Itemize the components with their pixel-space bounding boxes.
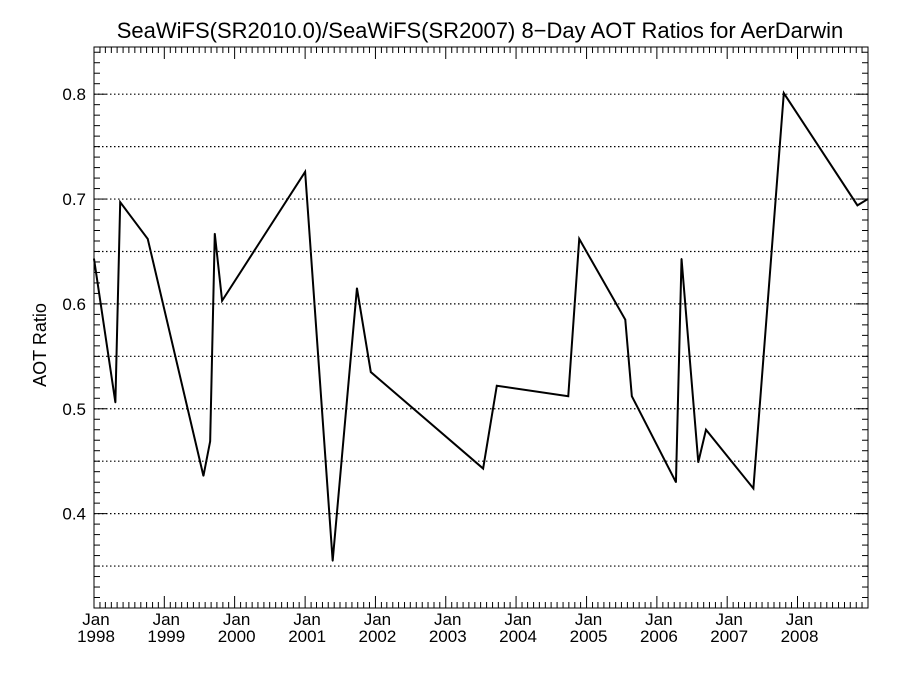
- data-point: [856, 204, 859, 207]
- data-point: [221, 299, 223, 302]
- x-tick-label: Jan: [715, 610, 742, 629]
- data-point: [705, 428, 707, 431]
- data-point: [356, 287, 358, 289]
- x-tick-label: Jan: [645, 610, 672, 629]
- x-tick-year-label: 2003: [429, 627, 467, 646]
- x-tick-label: Jan: [434, 610, 461, 629]
- data-point: [495, 384, 498, 387]
- series-layer: [93, 90, 869, 562]
- data-point: [624, 318, 627, 321]
- x-tick-year-label: 2008: [781, 627, 819, 646]
- data-point: [631, 395, 633, 397]
- x-tick-label: Jan: [153, 610, 180, 629]
- x-tick-year-label: 2005: [570, 627, 608, 646]
- plot-axes: [93, 46, 869, 609]
- y-tick-label: 0.5: [62, 400, 86, 419]
- data-point: [370, 371, 372, 373]
- data-point: [783, 92, 785, 94]
- x-tick-label: Jan: [223, 610, 250, 629]
- x-tick-year-label: 2007: [710, 627, 748, 646]
- x-tick-year-label: 1999: [147, 627, 185, 646]
- y-tick-labels: 0.4 0.5 0.6 0.7 0.8: [62, 85, 86, 523]
- data-point: [752, 487, 755, 490]
- plot-frame: [93, 46, 869, 609]
- data-point: [119, 201, 121, 203]
- data-point: [867, 198, 869, 200]
- data-point: [202, 475, 205, 477]
- x-tick-label: Jan: [575, 610, 602, 629]
- x-tick-year-label: 1998: [77, 627, 115, 646]
- y-axis-title: AOT Ratio: [30, 303, 50, 387]
- y-tick-label: 0.6: [62, 295, 86, 314]
- data-point: [209, 440, 211, 443]
- data-point: [680, 258, 683, 260]
- x-tick-label: Jan: [364, 610, 391, 629]
- data-point: [146, 238, 149, 240]
- x-tick-label: Jan: [504, 610, 531, 629]
- data-point: [331, 560, 334, 562]
- x-tick-year-label: 2006: [640, 627, 678, 646]
- data-point: [578, 238, 581, 240]
- x-tick-label: Jan: [82, 610, 109, 629]
- chart-title: SeaWiFS(SR2010.0)/SeaWiFS(SR2007) 8−Day …: [117, 18, 843, 43]
- x-tick-year-label: 2002: [359, 627, 397, 646]
- grid-lines: [94, 93, 868, 567]
- data-point: [697, 461, 700, 464]
- x-tick-year-label: 2000: [218, 627, 256, 646]
- data-point: [93, 258, 95, 260]
- data-point: [482, 467, 484, 470]
- x-tick-label: Jan: [786, 610, 813, 629]
- y-tick-label: 0.8: [62, 85, 86, 104]
- x-tick-year-label: 2004: [499, 627, 537, 646]
- x-tick-labels: Jan1998Jan1999Jan2000Jan2001Jan2002Jan20…: [77, 610, 818, 646]
- data-point: [304, 170, 306, 173]
- y-tick-label: 0.4: [62, 505, 86, 524]
- data-point: [114, 401, 117, 404]
- x-tick-year-label: 2001: [288, 627, 326, 646]
- data-point: [567, 395, 570, 397]
- x-tick-label: Jan: [293, 610, 320, 629]
- data-point: [675, 481, 677, 483]
- series-line: [93, 90, 869, 561]
- y-tick-label: 0.7: [62, 190, 86, 209]
- data-point: [213, 232, 216, 235]
